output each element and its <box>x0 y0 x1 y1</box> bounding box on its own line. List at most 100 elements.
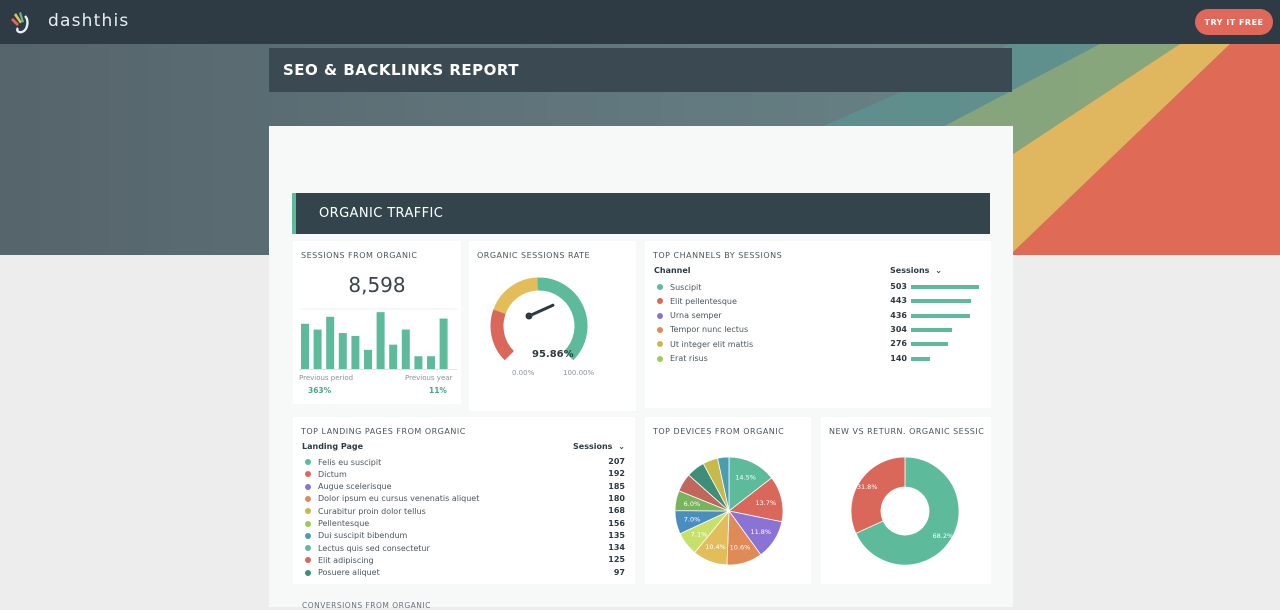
new-vs-return-slice <box>850 456 906 534</box>
session-bar <box>301 323 309 369</box>
device-slice-label: 7.1% <box>691 531 708 539</box>
landing-page-label: Lectus quis sed consectetur <box>318 543 430 553</box>
new-vs-return-slice <box>855 456 960 566</box>
landing-page-row: Dolor ipsum eu cursus venenatis aliquet <box>305 493 479 505</box>
landing-page-label: Augue scelerisque <box>318 482 392 492</box>
session-bar <box>364 349 372 369</box>
top-devices-card: TOP DEVICES FROM ORGANIC 14.5% 13.7% 11.8%… <box>645 417 811 584</box>
gauge-max-label: 100.00% <box>563 369 595 377</box>
session-bar <box>414 356 423 369</box>
sessions-value: 8,598 <box>348 273 406 297</box>
device-slice-label: 11.8% <box>750 528 771 536</box>
legend-dot <box>305 459 311 465</box>
landing-page-sessions-value: 135 <box>608 530 625 540</box>
brand-name: dashthis <box>48 11 130 31</box>
new-vs-return-donut-chart: 68.2% 31.8% <box>850 456 960 566</box>
landing-page-label: Posuere aliquet <box>318 568 380 578</box>
landing-page-row: Curabitur proin dolor tellus <box>305 505 426 517</box>
landing-page-sessions-value: 192 <box>608 469 625 479</box>
legend-dot <box>305 495 311 502</box>
chevron-down-icon: ⌄ <box>618 442 625 451</box>
landing-page-sessions-value: 125 <box>608 555 625 565</box>
previous-period-value: 363% <box>308 386 332 395</box>
legend-dot <box>657 284 663 290</box>
column-header-sessions: Sessions <box>573 442 613 451</box>
landing-page-label: Elit adipiscing <box>318 555 374 565</box>
gauge-needle <box>527 303 555 318</box>
new-vs-return-slice-label: 68.2% <box>933 532 954 540</box>
channel-label: Ut integer elit mattis <box>670 339 754 349</box>
top-channels-card: TOP CHANNELS BY SESSIONS Channel Session… <box>645 241 991 408</box>
landing-page-label: Felis eu suscipit <box>318 457 382 467</box>
legend-dot <box>305 471 311 478</box>
channel-row: Ut integer elit mattis <box>657 338 753 350</box>
legend-dot <box>305 545 311 552</box>
channel-row: Suscipit <box>657 281 701 293</box>
previous-year-value: 11% <box>429 386 447 395</box>
legend-dot <box>305 532 311 539</box>
sort-by-sessions-button[interactable]: Sessions ⌄ <box>890 266 942 275</box>
channel-sessions-value: 436 <box>890 310 907 320</box>
channel-sessions-bar <box>911 342 949 347</box>
landing-page-row: Dui suscipit bibendum <box>305 530 407 542</box>
session-bar <box>326 316 335 369</box>
device-slice-label: 6.0% <box>684 500 701 508</box>
column-header-channel: Channel <box>654 266 691 275</box>
landing-page-row: Posuere aliquet <box>305 567 380 579</box>
section-title: ORGANIC TRAFFIC <box>319 206 444 221</box>
session-bar <box>439 318 448 369</box>
device-slice-label: 7.0% <box>684 516 701 524</box>
card-title: ORGANIC SESSIONS RATE <box>477 251 591 260</box>
column-header-sessions: Sessions <box>890 266 930 275</box>
channel-label: Urna semper <box>670 311 722 321</box>
session-bar <box>389 344 398 369</box>
landing-page-row: Elit adipiscing <box>305 554 374 566</box>
legend-dot <box>657 312 663 319</box>
card-title: SESSIONS FROM ORGANIC <box>301 251 418 260</box>
legend-dot <box>657 326 663 333</box>
channel-sessions-bar <box>911 356 930 361</box>
channel-row: Tempor nunc lectus <box>657 324 748 336</box>
try-it-free-button[interactable]: TRY IT FREE <box>1195 9 1273 35</box>
new-vs-return-card: NEW VS RETURN. ORGANIC SESSIC 68.2% 31.8% <box>821 417 991 584</box>
column-header-landing-page: Landing Page <box>302 442 364 451</box>
organic-sessions-rate-card: ORGANIC SESSIONS RATE 95.86% 0.00% 100.0… <box>469 241 636 411</box>
report-title: SEO & BACKLINKS REPORT <box>283 61 519 79</box>
landing-page-row: Lectus quis sed consectetur <box>305 542 430 554</box>
legend-dot <box>305 520 311 527</box>
channel-sessions-bar <box>911 285 979 289</box>
device-slice-label: 10.6% <box>730 544 751 552</box>
card-title: TOP DEVICES FROM ORGANIC <box>653 427 785 436</box>
channel-sessions-bar <box>911 327 953 332</box>
channel-row: Elit pellentesque <box>657 295 737 307</box>
landing-page-sessions-value: 134 <box>608 543 625 553</box>
session-bar <box>313 329 322 369</box>
gauge-segment-mid <box>493 277 539 315</box>
dashthis-logo-icon[interactable] <box>10 10 34 34</box>
channel-sessions-value: 503 <box>890 282 907 291</box>
gauge-segment-low <box>490 309 515 361</box>
chevron-down-icon: ⌄ <box>935 266 942 275</box>
gauge-segment-high <box>537 277 588 361</box>
legend-dot <box>305 508 311 515</box>
previous-period-label: Previous period <box>299 374 354 382</box>
device-slice <box>728 456 773 512</box>
channel-sessions-bar <box>911 299 971 304</box>
channel-sessions-bar <box>911 313 970 318</box>
top-landing-pages-card: TOP LANDING PAGES FROM ORGANIC Landing P… <box>293 417 635 584</box>
landing-page-row: Dictum <box>305 468 347 480</box>
channel-row: Erat risus <box>657 353 708 365</box>
channel-label: Suscipit <box>670 282 702 292</box>
legend-dot <box>657 355 663 362</box>
legend-dot <box>657 341 663 348</box>
channel-sessions-value: 443 <box>890 296 907 306</box>
legend-dot <box>305 557 311 564</box>
channel-row: Urna semper <box>657 310 722 322</box>
channel-sessions-value: 140 <box>890 353 907 363</box>
session-bar <box>376 312 385 369</box>
sessions-bar-chart <box>299 308 457 370</box>
session-bar <box>427 356 435 369</box>
landing-page-sessions-value: 185 <box>608 481 625 491</box>
sort-by-sessions-button[interactable]: Sessions ⌄ <box>573 442 625 451</box>
landing-page-row: Pellentesque <box>305 518 369 530</box>
